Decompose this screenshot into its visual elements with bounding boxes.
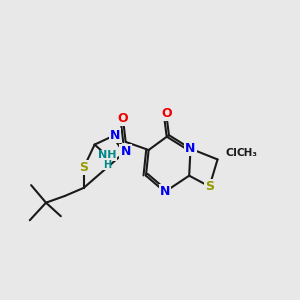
Text: NH: NH: [98, 150, 116, 161]
Text: CH₃: CH₃: [236, 148, 257, 158]
Text: S: S: [79, 161, 88, 174]
Text: O: O: [118, 112, 128, 125]
Text: N: N: [160, 185, 170, 198]
Text: N: N: [110, 129, 120, 142]
Text: N: N: [185, 142, 196, 155]
Text: O: O: [161, 107, 172, 120]
Text: H: H: [103, 160, 111, 170]
Text: S: S: [205, 180, 214, 193]
Text: CH₃: CH₃: [225, 148, 248, 158]
Text: N: N: [121, 145, 131, 158]
